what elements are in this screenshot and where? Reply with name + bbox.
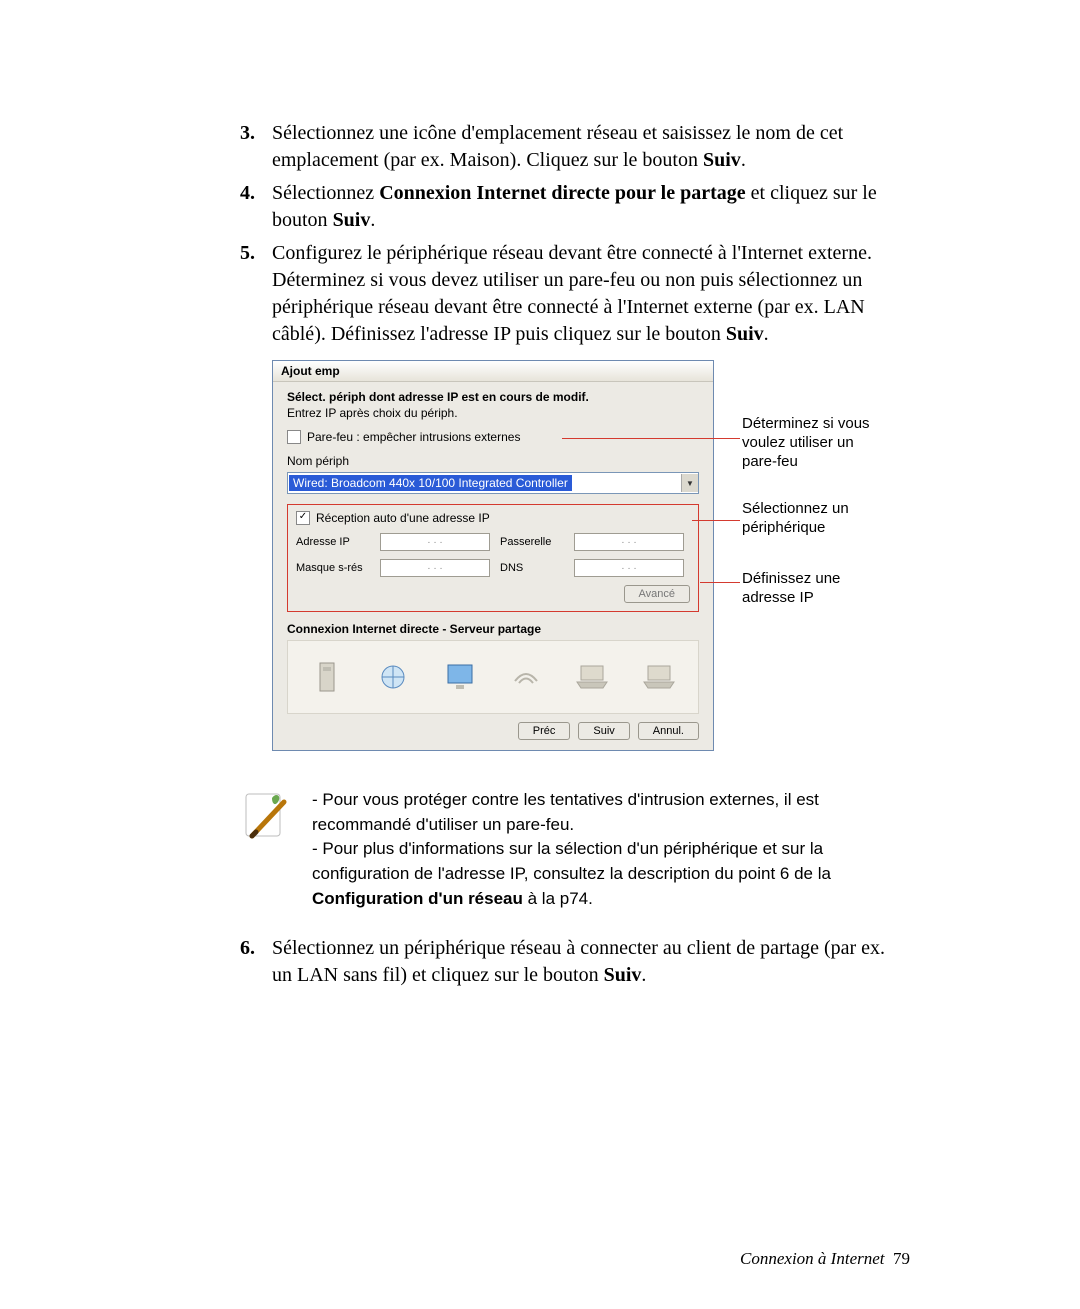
callout-firewall: Déterminez si vous voulez utiliser un pa… (742, 415, 892, 471)
device-label: Nom périph (287, 454, 699, 468)
note-line-1: - Pour vous protéger contre les tentativ… (312, 788, 910, 837)
step-3-body: Sélectionnez une icône d'emplacement rés… (272, 120, 910, 174)
callout-3-line (700, 582, 740, 583)
advanced-button[interactable]: Avancé (624, 585, 691, 603)
dialog-subtitle-bold: Sélect. périph dont adresse IP est en co… (287, 390, 699, 404)
note-block: - Pour vous protéger contre les tentativ… (240, 788, 910, 911)
step-6: 6. Sélectionnez un périphérique réseau à… (240, 935, 910, 989)
tower-icon (309, 657, 345, 697)
step-5-body: Configurez le périphérique réseau devant… (272, 240, 910, 348)
wifi-icon (508, 657, 544, 697)
monitor-icon (442, 657, 478, 697)
page-footer: Connexion à Internet 79 (740, 1249, 910, 1269)
dns-label: DNS (500, 562, 564, 574)
ip-section: Réception auto d'une adresse IP Adresse … (287, 504, 699, 612)
mask-input[interactable]: · · · (380, 559, 490, 577)
step-3-marker: 3. (240, 120, 272, 174)
device-select[interactable]: Wired: Broadcom 440x 10/100 Integrated C… (287, 472, 699, 494)
dialog-figure: Ajout emp Sélect. périph dont adresse IP… (272, 360, 892, 768)
laptop2-icon (641, 657, 677, 697)
step-5: 5. Configurez le périphérique réseau dev… (240, 240, 910, 348)
gateway-input[interactable]: · · · (574, 533, 684, 551)
firewall-checkbox[interactable] (287, 430, 301, 444)
step-4-body: Sélectionnez Connexion Internet directe … (272, 180, 910, 234)
step-6-body: Sélectionnez un périphérique réseau à co… (272, 935, 910, 989)
gateway-label: Passerelle (500, 536, 564, 548)
callout-1-line (562, 438, 740, 439)
step-4-marker: 4. (240, 180, 272, 234)
device-select-value: Wired: Broadcom 440x 10/100 Integrated C… (289, 475, 572, 491)
laptop1-icon (574, 657, 610, 697)
dialog-title: Ajout emp (273, 361, 713, 382)
step-3: 3. Sélectionnez une icône d'emplacement … (240, 120, 910, 174)
dialog-subtitle-plain: Entrez IP après choix du périph. (287, 406, 699, 420)
dns-input[interactable]: · · · (574, 559, 684, 577)
dialog-window: Ajout emp Sélect. périph dont adresse IP… (272, 360, 714, 751)
ip-input[interactable]: · · · (380, 533, 490, 551)
note-line-2: - Pour plus d'informations sur la sélect… (312, 837, 910, 911)
auto-ip-checkbox[interactable] (296, 511, 310, 525)
diagram-title: Connexion Internet directe - Serveur par… (287, 622, 699, 636)
mask-label: Masque s-rés (296, 562, 370, 574)
callout-2-line (692, 520, 740, 521)
firewall-row: Pare-feu : empêcher intrusions externes (287, 430, 699, 444)
callout-ip: Définissez une adresse IP (742, 570, 892, 608)
step-4: 4. Sélectionnez Connexion Internet direc… (240, 180, 910, 234)
ip-label: Adresse IP (296, 536, 370, 548)
network-diagram (287, 640, 699, 714)
step-5-marker: 5. (240, 240, 272, 348)
next-button[interactable]: Suiv (578, 722, 629, 740)
auto-ip-label: Réception auto d'une adresse IP (316, 511, 490, 525)
firewall-label: Pare-feu : empêcher intrusions externes (307, 430, 520, 444)
step-6-marker: 6. (240, 935, 272, 989)
note-icon (240, 788, 296, 911)
globe-icon (375, 657, 411, 697)
callout-device: Sélectionnez un périphérique (742, 500, 892, 538)
prev-button[interactable]: Préc (518, 722, 571, 740)
cancel-button[interactable]: Annul. (638, 722, 699, 740)
chevron-down-icon[interactable]: ▼ (681, 474, 698, 492)
